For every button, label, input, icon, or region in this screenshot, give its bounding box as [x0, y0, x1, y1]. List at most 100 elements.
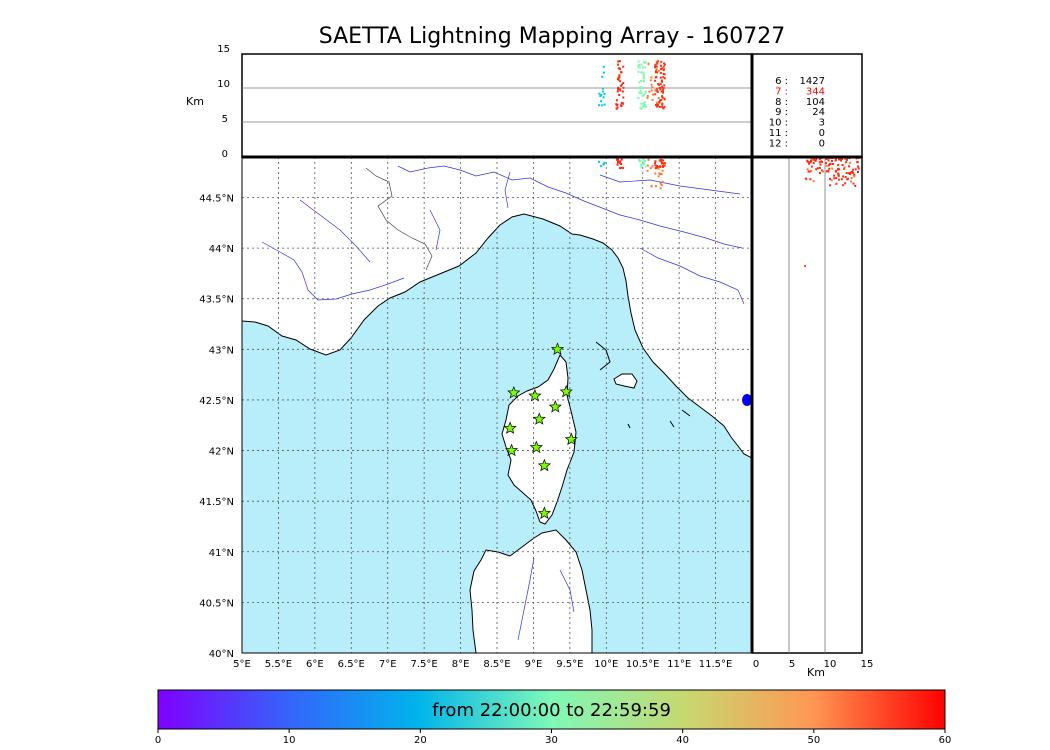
lightning-source	[812, 162, 815, 165]
lightning-source	[819, 163, 822, 166]
lightning-source	[639, 89, 642, 92]
lightning-source	[642, 102, 645, 105]
lightning-source	[641, 87, 644, 89]
lightning-source	[806, 159, 809, 162]
lightning-source	[654, 79, 657, 82]
lightning-source	[654, 162, 656, 164]
lightning-source	[640, 80, 643, 82]
map-panel: 5°E 5.5°E 6°E 6.5°E 7°E 7.5°E 8°E 8.5°E 9°E 9.5°E…	[199, 156, 753, 670]
lightning-sources-map	[598, 158, 666, 190]
longitude-tick: 11.5°E	[699, 659, 733, 670]
lightning-source	[659, 165, 662, 168]
lightning-source	[638, 81, 641, 84]
lightning-source	[833, 174, 836, 177]
lightning-source	[832, 163, 834, 165]
lightning-source	[640, 92, 643, 95]
longitude-tick: 10°E	[594, 659, 618, 670]
lightning-source	[643, 61, 645, 64]
lightning-source	[650, 185, 653, 188]
lightning-source	[617, 63, 619, 66]
lightning-sources-side	[804, 157, 860, 267]
lightning-source	[836, 168, 839, 171]
lightning-source	[642, 71, 645, 74]
star-icon	[537, 458, 552, 472]
lightning-source	[837, 164, 840, 167]
lightning-source	[658, 101, 661, 104]
lightning-source	[654, 89, 657, 91]
corsica-island	[501, 354, 577, 525]
lightning-source	[644, 105, 647, 108]
lightning-source	[835, 177, 838, 180]
lightning-source	[650, 83, 653, 86]
lightning-source	[804, 177, 807, 180]
lightning-source	[849, 173, 852, 176]
lightning-source	[654, 164, 657, 167]
lightning-source	[638, 63, 641, 66]
lightning-source	[644, 66, 647, 69]
lightning-source	[602, 90, 605, 93]
lightning-source	[642, 72, 645, 75]
lightning-source	[644, 92, 647, 95]
star-icon	[559, 384, 573, 398]
lightning-source	[658, 86, 661, 89]
lightning-source	[643, 103, 646, 106]
station-count-value: 0	[819, 128, 825, 139]
chart-title: SAETTA Lightning Mapping Array - 160727	[318, 24, 786, 49]
lightning-source	[818, 166, 821, 169]
lightning-source	[641, 163, 644, 166]
altitude-tick: 5	[222, 114, 228, 125]
station-count-label: 10 :	[769, 118, 788, 129]
lightning-source	[656, 165, 659, 167]
latitude-tick: 40°N	[209, 649, 234, 660]
longitude-tick: 5.5°E	[265, 659, 292, 670]
lightning-source	[644, 160, 646, 162]
latitude-tick: 42°N	[209, 447, 234, 458]
elba-island	[613, 373, 638, 389]
lightning-source	[643, 77, 646, 80]
lightning-source	[659, 72, 662, 74]
lightning-source	[640, 63, 643, 66]
altitude-tick: 10	[217, 79, 230, 90]
lightning-source	[806, 160, 809, 163]
lightning-source	[649, 79, 652, 82]
lightning-source	[617, 60, 620, 63]
lightning-source	[642, 76, 645, 79]
lightning-source	[644, 61, 647, 64]
lightning-source	[616, 163, 619, 166]
station-count-value: 344	[806, 86, 825, 97]
lightning-source	[655, 68, 658, 71]
lightning-source	[654, 172, 657, 175]
lightning-source	[657, 83, 660, 86]
lightning-source	[827, 170, 830, 173]
lightning-source	[663, 84, 666, 87]
altitude-axis-label: Km	[186, 95, 204, 108]
side-tick: 0	[753, 659, 759, 670]
lightning-source	[660, 162, 663, 164]
lightning-source	[660, 173, 663, 175]
lightning-source	[656, 89, 659, 92]
lightning-source	[640, 165, 643, 168]
lightning-source	[615, 107, 618, 110]
lightning-source	[618, 76, 621, 78]
station-count-label: 7 :	[775, 86, 788, 97]
lightning-source	[857, 171, 859, 173]
station-count-label: 12 :	[769, 138, 788, 149]
colorbar-tick: 20	[414, 735, 427, 746]
lightning-source	[622, 96, 625, 99]
lightning-source	[840, 178, 843, 181]
lightning-source	[807, 170, 810, 173]
lightning-source	[661, 103, 664, 106]
colorbar-tick: 40	[676, 735, 689, 746]
lightning-source	[818, 158, 821, 161]
lightning-source	[835, 182, 838, 185]
latitude-tick: 44°N	[209, 244, 234, 255]
lightning-source	[617, 86, 620, 89]
lightning-source	[641, 105, 644, 108]
latitude-tick: 41.5°N	[199, 497, 234, 508]
colorbar-tick: 60	[939, 735, 952, 746]
lightning-source	[638, 160, 641, 162]
lightning-source	[808, 170, 811, 173]
lightning-source	[620, 84, 623, 87]
lightning-source	[661, 159, 664, 162]
lightning-source	[638, 66, 641, 69]
